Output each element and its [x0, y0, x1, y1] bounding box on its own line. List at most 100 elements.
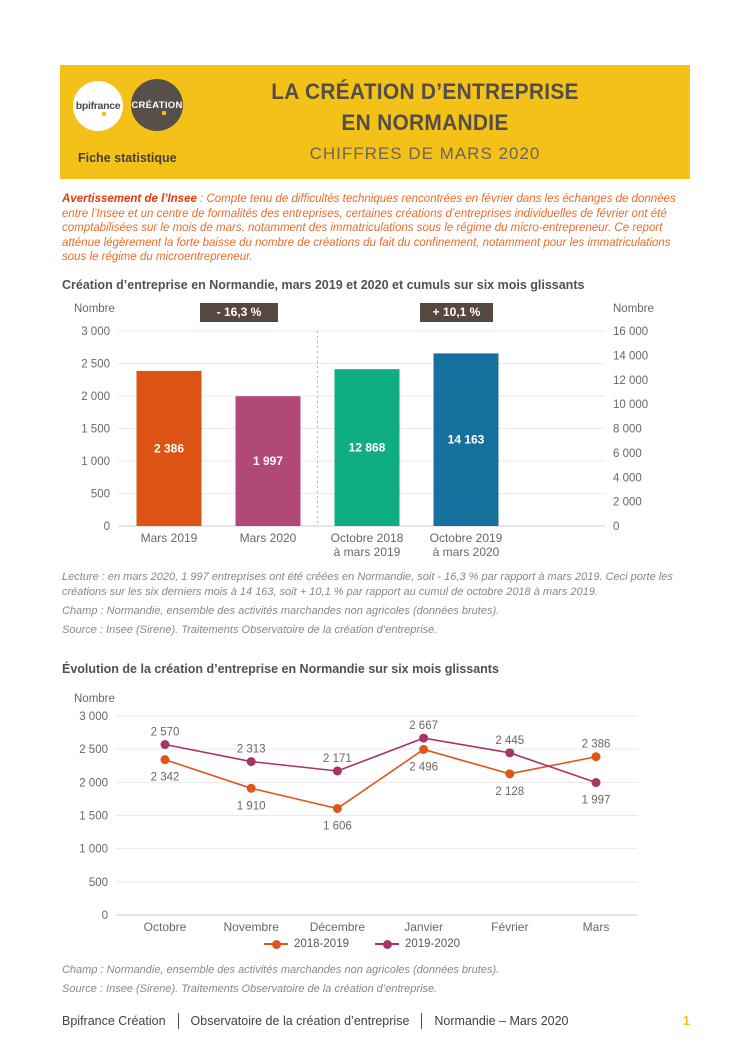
y-tick: 0	[102, 910, 108, 922]
legend-label-2019-2020: 2019-2020	[405, 938, 460, 950]
header-tagline: Fiche statistique	[78, 151, 177, 165]
footer-item-brand: Bpifrance Création	[62, 1014, 166, 1028]
point-value-label: 2 128	[495, 786, 524, 798]
footer-item-region-date: Normandie – Mars 2020	[434, 1014, 569, 1028]
y-tick-right: 14 000	[613, 350, 648, 362]
bar-chart: Nombre Nombre 3 000 2 500 2 000 1 500 1 000 500…	[62, 296, 690, 564]
bar-x-label: Octobre 2018	[331, 531, 404, 545]
header-banner: bpifrance CRÉATION Fiche statistique LA …	[60, 65, 690, 179]
data-point	[419, 733, 429, 743]
point-value-label: 2 171	[323, 753, 352, 765]
footer-separator-icon	[421, 1013, 423, 1029]
bpifrance-logo: bpifrance	[73, 81, 123, 131]
bar-axis-unit-left: Nombre	[74, 303, 115, 315]
data-point	[160, 740, 170, 750]
legend-marker-2019-2020-icon	[375, 939, 399, 949]
point-value-label: 2 667	[409, 720, 438, 732]
data-point	[160, 755, 170, 765]
line-x-label: Janvier	[404, 920, 443, 934]
page-title-line1: LA CRÉATION D’ENTREPRISE	[271, 79, 579, 104]
y-tick: 2 500	[79, 744, 108, 756]
line-chart-title: Évolution de la création d’entreprise en…	[62, 662, 499, 676]
point-value-label: 2 445	[495, 735, 524, 747]
data-point	[591, 778, 601, 788]
bar-3	[433, 353, 499, 526]
bar-x-label: Mars 2020	[240, 531, 297, 545]
data-point	[505, 748, 515, 758]
y-tick-left: 2 000	[81, 391, 110, 403]
point-value-label: 2 496	[409, 761, 438, 773]
footer: Bpifrance Création Observatoire de la cr…	[62, 1013, 690, 1029]
bpifrance-logo-dot-icon	[102, 112, 106, 116]
line-x-label: Février	[491, 920, 528, 934]
series-line-2018-2019	[164, 748, 597, 810]
y-tick-left: 2 500	[81, 359, 110, 371]
footer-item-observatoire: Observatoire de la création d’entreprise	[190, 1014, 410, 1028]
bpifrance-logo-text: bpifrance	[75, 100, 121, 112]
y-tick: 500	[89, 877, 108, 889]
creation-logo: CRÉATION	[131, 79, 183, 131]
insee-notice: Avertissement de l’Insee : Compte tenu d…	[62, 192, 688, 265]
point-value-label: 2 313	[237, 744, 266, 756]
y-tick-right: 10 000	[613, 399, 648, 411]
point-value-label: 1 910	[237, 800, 266, 812]
line-chart-notes: Champ : Normandie, ensemble des activité…	[62, 963, 690, 1001]
bar-x-label: à mars 2020	[433, 545, 500, 559]
insee-notice-body: : Compte tenu de difficultés techniques …	[62, 193, 676, 264]
bar-value-label: 2 386	[154, 441, 184, 455]
bar-0	[136, 370, 202, 526]
page-subtitle: CHIFFRES DE MARS 2020	[309, 144, 541, 163]
variation-badge-left: - 16,3 %	[200, 303, 278, 322]
bar-value-label: 1 997	[253, 454, 283, 468]
legend-label-2018-2019: 2018-2019	[294, 938, 349, 950]
y-tick-right: 8 000	[613, 424, 642, 436]
bar-chart-title: Création d’entreprise en Normandie, mars…	[62, 278, 585, 292]
bar-x-label: Mars 2019	[141, 531, 198, 545]
y-tick-right: 12 000	[613, 375, 648, 387]
y-tick: 1 000	[79, 844, 108, 856]
bar-chart-svg: Nombre Nombre 3 000 2 500 2 000 1 500 1 000 500…	[74, 303, 654, 559]
line-x-label: Mars	[583, 920, 610, 934]
line-chart-svg: Nombre 3 000 2 500 2 000 1 500 1 000 500 0 Octob…	[74, 693, 638, 934]
champ-note-2: Champ : Normandie, ensemble des activité…	[62, 964, 500, 976]
source-note: Source : Insee (Sirene). Traitements Obs…	[62, 624, 438, 636]
y-tick-left: 1 500	[81, 424, 110, 436]
point-value-label: 2 570	[151, 727, 180, 739]
point-value-label: 1 997	[582, 795, 611, 807]
legend-item-2018-2019: 2018-2019	[264, 938, 349, 950]
line-chart-legend: 2018-2019 2019-2020	[62, 938, 662, 950]
y-tick-left: 0	[104, 521, 110, 533]
line-chart: Nombre 3 000 2 500 2 000 1 500 1 000 500 0 Octob…	[62, 688, 690, 960]
champ-note: Champ : Normandie, ensemble des activité…	[62, 605, 500, 617]
data-point	[246, 783, 256, 793]
footer-page-number: 1	[682, 1013, 690, 1028]
variation-badge-right: + 10,1 %	[420, 303, 493, 322]
line-x-label: Décembre	[310, 920, 366, 934]
data-point	[419, 744, 429, 754]
bar-x-label: à mars 2019	[334, 545, 401, 559]
bar-axis-unit-right: Nombre	[613, 303, 654, 315]
y-tick-right: 2 000	[613, 497, 642, 509]
source-note-2: Source : Insee (Sirene). Traitements Obs…	[62, 983, 438, 995]
line-x-label: Novembre	[224, 920, 280, 934]
line-axis-unit: Nombre	[74, 693, 115, 705]
bar-value-label: 12 868	[349, 441, 386, 455]
bar-2	[334, 369, 400, 526]
data-point	[246, 757, 256, 767]
bar-value-label: 14 163	[448, 433, 485, 447]
y-tick: 2 000	[79, 777, 108, 789]
footer-separator-icon	[177, 1013, 179, 1029]
y-tick-right: 16 000	[613, 326, 648, 338]
data-point	[591, 752, 601, 762]
bar-x-label: Octobre 2019	[430, 531, 503, 545]
y-tick: 1 500	[79, 811, 108, 823]
line-x-label: Octobre	[144, 920, 187, 934]
point-value-label: 2 386	[582, 739, 611, 751]
creation-logo-text: CRÉATION	[131, 99, 183, 111]
legend-marker-2018-2019-icon	[264, 939, 288, 949]
creation-logo-dot-icon	[162, 111, 166, 115]
data-point	[332, 803, 342, 813]
point-value-label: 1 606	[323, 820, 352, 832]
bar-1	[235, 396, 301, 526]
